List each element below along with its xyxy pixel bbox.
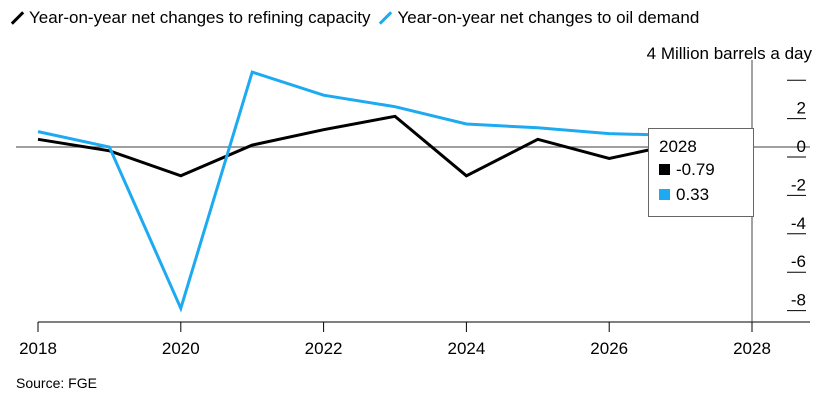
oil-demand-line xyxy=(37,70,753,313)
x-tick-label: 2024 xyxy=(447,339,485,358)
x-tick-label: 2028 xyxy=(733,339,771,358)
tooltip-refining-swatch xyxy=(659,164,670,175)
x-tick-label: 2026 xyxy=(590,339,628,358)
y-tick-label: 0 xyxy=(797,137,806,156)
legend-item-refining[interactable]: Year-on-year net changes to refining cap… xyxy=(10,8,371,28)
tooltip-row-demand: 0.33 xyxy=(659,182,753,207)
unit-label: 4 Million barrels a day xyxy=(646,44,812,63)
legend-label-refining: Year-on-year net changes to refining cap… xyxy=(29,8,371,27)
legend-label-demand: Year-on-year net changes to oil demand xyxy=(397,8,700,27)
tooltip-refining-value: -0.79 xyxy=(676,159,715,179)
y-tick-label: -6 xyxy=(791,252,806,271)
y-tick-label: -4 xyxy=(791,214,806,233)
tooltip-row-refining: -0.79 xyxy=(659,157,753,182)
hover-tooltip: 2028 -0.79 0.33 xyxy=(648,128,754,217)
source-note: Source: FGE xyxy=(16,375,97,391)
tooltip-year: 2028 xyxy=(659,137,697,156)
chart-legend: Year-on-year net changes to refining cap… xyxy=(10,8,700,28)
refining-capacity-line xyxy=(37,114,753,178)
legend-item-demand[interactable]: Year-on-year net changes to oil demand xyxy=(379,8,700,28)
tooltip-demand-value: 0.33 xyxy=(676,184,710,204)
x-tick-label: 2022 xyxy=(305,339,343,358)
x-tick-label: 2018 xyxy=(19,339,57,358)
x-tick-label: 2020 xyxy=(162,339,200,358)
y-tick-label: -8 xyxy=(791,291,806,310)
y-tick-label: -2 xyxy=(791,175,806,194)
tooltip-demand-swatch xyxy=(659,189,670,200)
y-tick-label: 2 xyxy=(797,99,806,118)
